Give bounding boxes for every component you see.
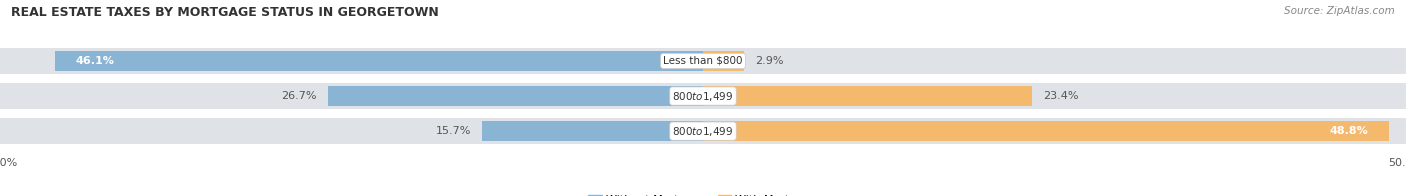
Bar bbox=[703, 121, 1389, 141]
Text: 15.7%: 15.7% bbox=[436, 126, 471, 136]
Text: $800 to $1,499: $800 to $1,499 bbox=[672, 90, 734, 103]
Text: 46.1%: 46.1% bbox=[76, 56, 115, 66]
Text: Less than $800: Less than $800 bbox=[664, 56, 742, 66]
Bar bbox=[0, 119, 1406, 144]
Bar bbox=[703, 51, 744, 71]
Text: $800 to $1,499: $800 to $1,499 bbox=[672, 125, 734, 138]
Text: 2.9%: 2.9% bbox=[755, 56, 783, 66]
Text: Source: ZipAtlas.com: Source: ZipAtlas.com bbox=[1284, 6, 1395, 16]
Legend: Without Mortgage, With Mortgage: Without Mortgage, With Mortgage bbox=[583, 191, 823, 196]
Text: 23.4%: 23.4% bbox=[1043, 91, 1078, 101]
Text: 26.7%: 26.7% bbox=[281, 91, 316, 101]
Bar bbox=[703, 86, 1032, 106]
Text: REAL ESTATE TAXES BY MORTGAGE STATUS IN GEORGETOWN: REAL ESTATE TAXES BY MORTGAGE STATUS IN … bbox=[11, 6, 439, 19]
Bar bbox=[0, 83, 1406, 109]
Bar bbox=[482, 121, 703, 141]
Text: 48.8%: 48.8% bbox=[1329, 126, 1368, 136]
Bar bbox=[55, 51, 703, 71]
Bar bbox=[328, 86, 703, 106]
Bar bbox=[0, 48, 1406, 74]
